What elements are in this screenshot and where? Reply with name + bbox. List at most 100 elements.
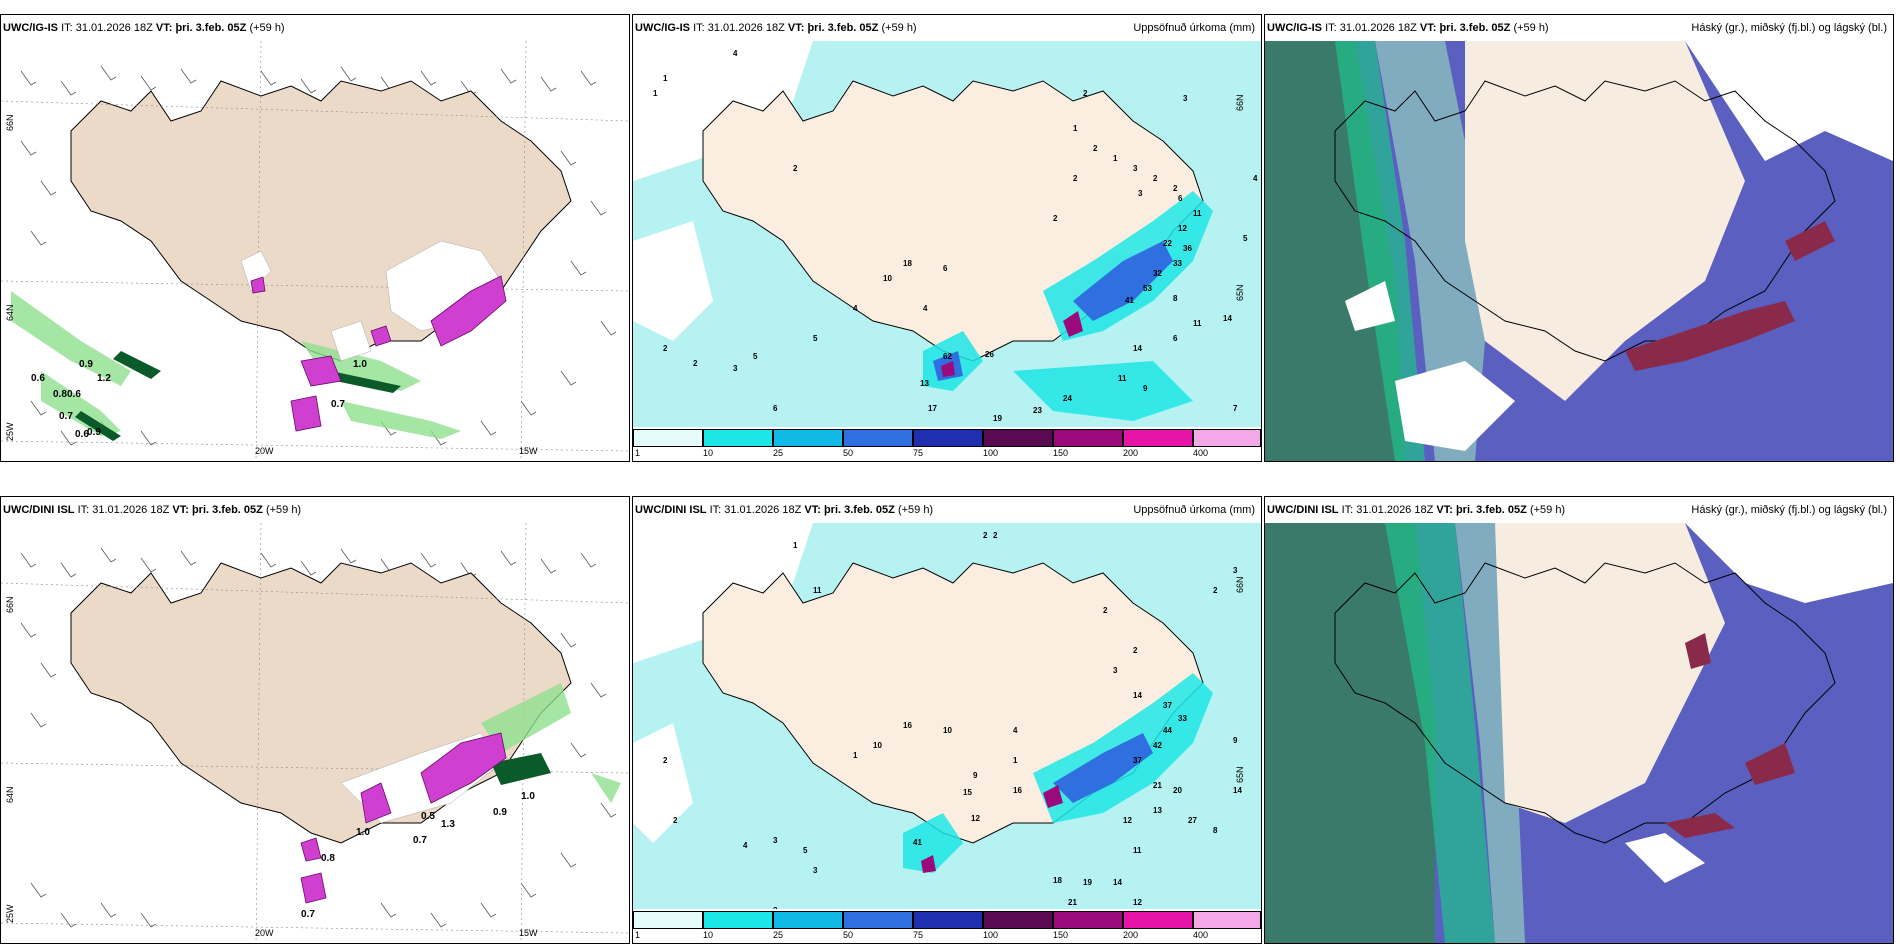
svg-text:11: 11 [1133, 846, 1142, 855]
model-name: UWC/DINI ISL [3, 504, 75, 516]
svg-text:14: 14 [1133, 691, 1142, 700]
svg-text:3: 3 [1113, 666, 1118, 675]
svg-text:9: 9 [1233, 736, 1238, 745]
svg-text:6: 6 [1178, 194, 1183, 203]
it-value: 31.01.2026 18Z [707, 22, 785, 34]
wind-value: 0.6 [31, 373, 45, 384]
lat-label: 25W [5, 422, 15, 441]
vt-value: þri. 3.feb. 05Z [1439, 22, 1511, 34]
colorbar-tick: 50 [843, 448, 854, 458]
svg-text:0.7: 0.7 [301, 909, 315, 920]
svg-text:27: 27 [1188, 816, 1197, 825]
panel-header: UWC/DINI ISL IT: 31.01.2026 18Z VT: þri.… [1265, 497, 1893, 523]
svg-text:0.8: 0.8 [321, 853, 335, 864]
svg-text:2: 2 [793, 164, 798, 173]
colorbar-tick: 400 [1193, 448, 1209, 458]
lon-label: 15W [519, 928, 538, 938]
wind-value: 0.7 [59, 411, 73, 422]
panel-title: Uppsöfnuð úrkoma (mm) [1133, 22, 1255, 34]
svg-text:2: 2 [1173, 184, 1178, 193]
vt-value: þri. 3.feb. 05Z [1455, 504, 1527, 516]
svg-text:2: 2 [983, 531, 988, 540]
svg-text:3: 3 [773, 836, 778, 845]
svg-text:8: 8 [1213, 826, 1218, 835]
vt-value: þri. 3.feb. 05Z [175, 22, 247, 34]
svg-text:1.0: 1.0 [356, 827, 370, 838]
colorbar-tick: 150 [1053, 448, 1069, 458]
it-label: IT: [709, 504, 722, 516]
svg-text:2: 2 [693, 359, 698, 368]
svg-text:24: 24 [1063, 394, 1072, 403]
it-value: 31.01.2026 18Z [1356, 504, 1434, 516]
lead-time: (+59 h) [265, 504, 302, 516]
svg-text:44: 44 [1163, 726, 1172, 735]
svg-text:0.9: 0.9 [493, 807, 507, 818]
it-label: IT: [1341, 504, 1354, 516]
panel-title: Háský (gr.), miðský (fj.bl.) og lágský (… [1691, 22, 1887, 34]
cloud-map [1265, 523, 1893, 943]
wind-value: 0.6 [75, 429, 89, 440]
wind-map-panel-bottom: UWC/DINI ISL IT: 31.01.2026 18Z VT: þri.… [0, 496, 630, 944]
svg-text:3: 3 [813, 866, 818, 875]
svg-text:36: 36 [1183, 244, 1192, 253]
svg-text:14: 14 [1233, 786, 1242, 795]
svg-text:3: 3 [1233, 566, 1238, 575]
svg-text:1.0: 1.0 [521, 791, 535, 802]
colorbar-tick: 25 [773, 448, 784, 458]
svg-text:2: 2 [673, 816, 678, 825]
svg-text:2: 2 [1083, 89, 1088, 98]
svg-text:2: 2 [1213, 586, 1218, 595]
colorbar-tick: 75 [913, 930, 924, 940]
svg-text:21: 21 [1153, 781, 1162, 790]
map-area: 1.0 0.7 0.9 1.0 0.8 0.7 0.5 1.3 66N 64N … [1, 523, 629, 943]
svg-text:16: 16 [1013, 786, 1022, 795]
vt-label: VT: [1436, 504, 1453, 516]
svg-text:21: 21 [1068, 898, 1077, 907]
vt-label: VT: [787, 22, 805, 34]
svg-text:41: 41 [913, 838, 922, 847]
svg-text:3: 3 [1183, 94, 1188, 103]
svg-text:2: 2 [1133, 646, 1138, 655]
svg-text:10: 10 [883, 274, 892, 283]
cloud-map-panel-bottom: UWC/DINI ISL IT: 31.01.2026 18Z VT: þri.… [1264, 496, 1894, 944]
it-label: IT: [77, 504, 90, 516]
map-area: 4 1 2 3 1 2 1 3 2 2 3 6 11 12 22 36 33 3… [633, 41, 1261, 461]
model-name: UWC/DINI ISL [635, 504, 707, 516]
svg-text:14: 14 [1133, 344, 1142, 353]
svg-text:1: 1 [663, 74, 668, 83]
wind-value: 0.6 [67, 389, 81, 400]
svg-text:6: 6 [1173, 334, 1178, 343]
precip-map-panel-bottom: UWC/DINI ISL IT: 31.01.2026 18Z VT: þri.… [632, 496, 1262, 944]
svg-text:3: 3 [1138, 189, 1143, 198]
lat-label: 25W [5, 904, 15, 923]
svg-text:23: 23 [1033, 406, 1042, 415]
svg-text:4: 4 [1253, 174, 1258, 183]
map-area [1265, 41, 1893, 461]
svg-text:12: 12 [971, 814, 980, 823]
svg-text:37: 37 [1133, 756, 1142, 765]
svg-text:1: 1 [1073, 124, 1078, 133]
lat-label: 64N [5, 304, 15, 321]
panel-header: UWC/DINI ISL IT: 31.01.2026 18Z VT: þri.… [1, 497, 629, 523]
wind-value: 1.2 [97, 373, 111, 384]
model-name: UWC/IG-IS [3, 22, 58, 34]
svg-text:2: 2 [993, 531, 998, 540]
panel-header: UWC/IG-IS IT: 31.01.2026 18Z VT: þri. 3.… [633, 15, 1261, 41]
lead-time: (+59 h) [249, 22, 285, 34]
precip-map-panel-top: UWC/IG-IS IT: 31.01.2026 18Z VT: þri. 3.… [632, 14, 1262, 462]
colorbar-tick: 200 [1123, 448, 1139, 458]
svg-text:7: 7 [1233, 404, 1238, 413]
model-name: UWC/IG-IS [635, 22, 690, 34]
svg-text:26: 26 [985, 350, 994, 359]
lead-time: (+59 h) [1529, 504, 1566, 516]
svg-text:20: 20 [1173, 786, 1182, 795]
svg-text:32: 32 [1153, 269, 1162, 278]
it-value: 31.01.2026 18Z [724, 504, 802, 516]
svg-text:37: 37 [1163, 701, 1172, 710]
lon-label: 20W [255, 446, 274, 456]
svg-text:0.7: 0.7 [413, 835, 427, 846]
svg-text:8: 8 [1173, 294, 1178, 303]
map-area: 2 2 1 3 2 11 10 1 16 10 2 2 3 14 37 33 4… [633, 523, 1261, 943]
svg-text:2: 2 [1053, 214, 1058, 223]
lead-time: (+59 h) [897, 504, 934, 516]
